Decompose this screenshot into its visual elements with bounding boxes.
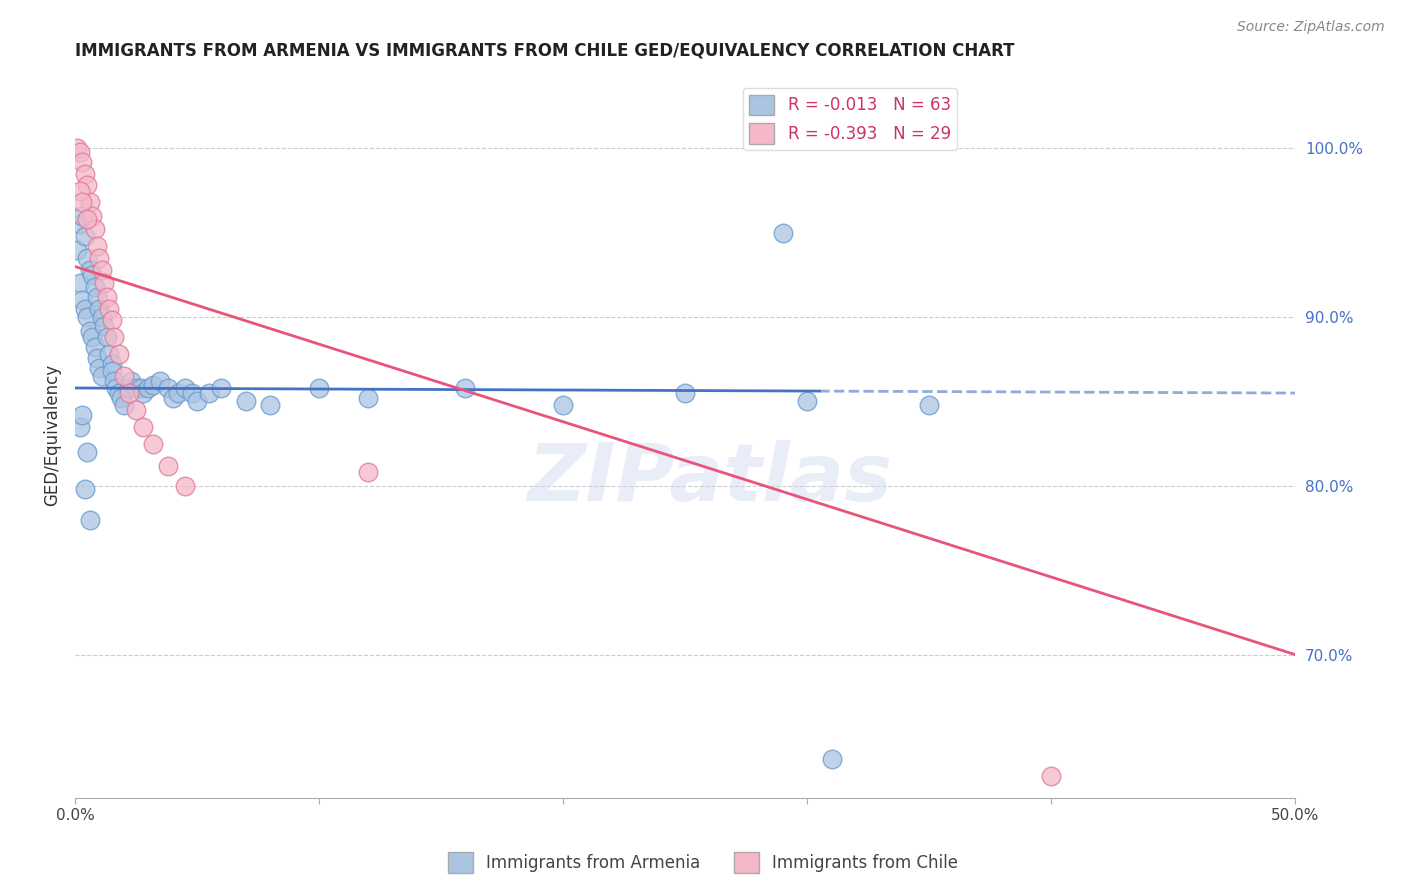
Point [235,394,257,409]
Point [173,479,195,493]
Point [83,222,105,236]
Point [72,293,94,308]
Point [69,145,91,159]
Point [173,381,195,395]
Point [76,212,98,227]
Point [149,374,172,388]
Point [96,330,118,344]
Point [308,381,330,395]
Text: ZIPatlas: ZIPatlas [527,440,891,517]
Point [89,251,111,265]
Point [100,313,122,327]
Point [551,398,574,412]
Point [209,381,232,395]
Point [108,386,131,401]
Point [69,184,91,198]
Point [76,251,98,265]
Point [181,386,204,401]
Point [90,369,112,384]
Point [108,347,131,361]
Point [125,403,148,417]
Point [72,154,94,169]
Point [136,381,159,395]
Point [100,364,122,378]
Point [918,398,941,412]
Point [69,419,91,434]
Point [86,239,108,253]
Legend: R = -0.013   N = 63, R = -0.393   N = 29: R = -0.013 N = 63, R = -0.393 N = 29 [742,88,957,151]
Point [66,141,89,155]
Point [76,445,98,459]
Point [112,398,135,412]
Point [73,482,96,496]
Point [80,268,103,282]
Point [72,195,94,210]
Point [86,351,108,365]
Point [259,398,281,412]
Point [129,381,152,395]
Point [73,229,96,244]
Point [89,301,111,316]
Point [73,301,96,316]
Text: Source: ZipAtlas.com: Source: ZipAtlas.com [1237,20,1385,34]
Point [86,290,108,304]
Point [162,391,184,405]
Point [100,357,122,371]
Point [90,310,112,325]
Point [357,391,380,405]
Point [93,318,115,333]
Point [76,178,98,193]
Point [156,458,179,473]
Point [110,391,132,405]
Point [1040,769,1063,783]
Point [89,360,111,375]
Point [93,277,115,291]
Point [198,386,221,401]
Point [103,374,125,388]
Point [79,263,101,277]
Point [90,263,112,277]
Point [132,386,155,401]
Point [79,195,101,210]
Point [796,394,818,409]
Point [79,324,101,338]
Point [156,381,179,395]
Point [83,279,105,293]
Point [118,386,141,401]
Point [820,752,842,766]
Point [72,209,94,223]
Point [79,513,101,527]
Point [98,301,121,316]
Point [69,277,91,291]
Point [142,377,165,392]
Legend: Immigrants from Armenia, Immigrants from Chile: Immigrants from Armenia, Immigrants from… [441,846,965,880]
Point [80,330,103,344]
Point [98,347,121,361]
Point [103,330,125,344]
Point [112,369,135,384]
Point [132,419,155,434]
Point [69,217,91,231]
Point [125,381,148,395]
Point [105,381,128,395]
Point [166,386,188,401]
Point [80,209,103,223]
Point [96,290,118,304]
Point [72,408,94,422]
Point [83,341,105,355]
Y-axis label: GED/Equivalency: GED/Equivalency [44,364,60,507]
Point [76,310,98,325]
Text: IMMIGRANTS FROM ARMENIA VS IMMIGRANTS FROM CHILE GED/EQUIVALENCY CORRELATION CHA: IMMIGRANTS FROM ARMENIA VS IMMIGRANTS FR… [75,42,1015,60]
Point [73,167,96,181]
Point [118,381,141,395]
Point [673,386,696,401]
Point [120,374,142,388]
Point [454,381,477,395]
Point [357,466,380,480]
Point [186,394,208,409]
Point [142,436,165,450]
Point [772,226,794,240]
Point [66,243,89,257]
